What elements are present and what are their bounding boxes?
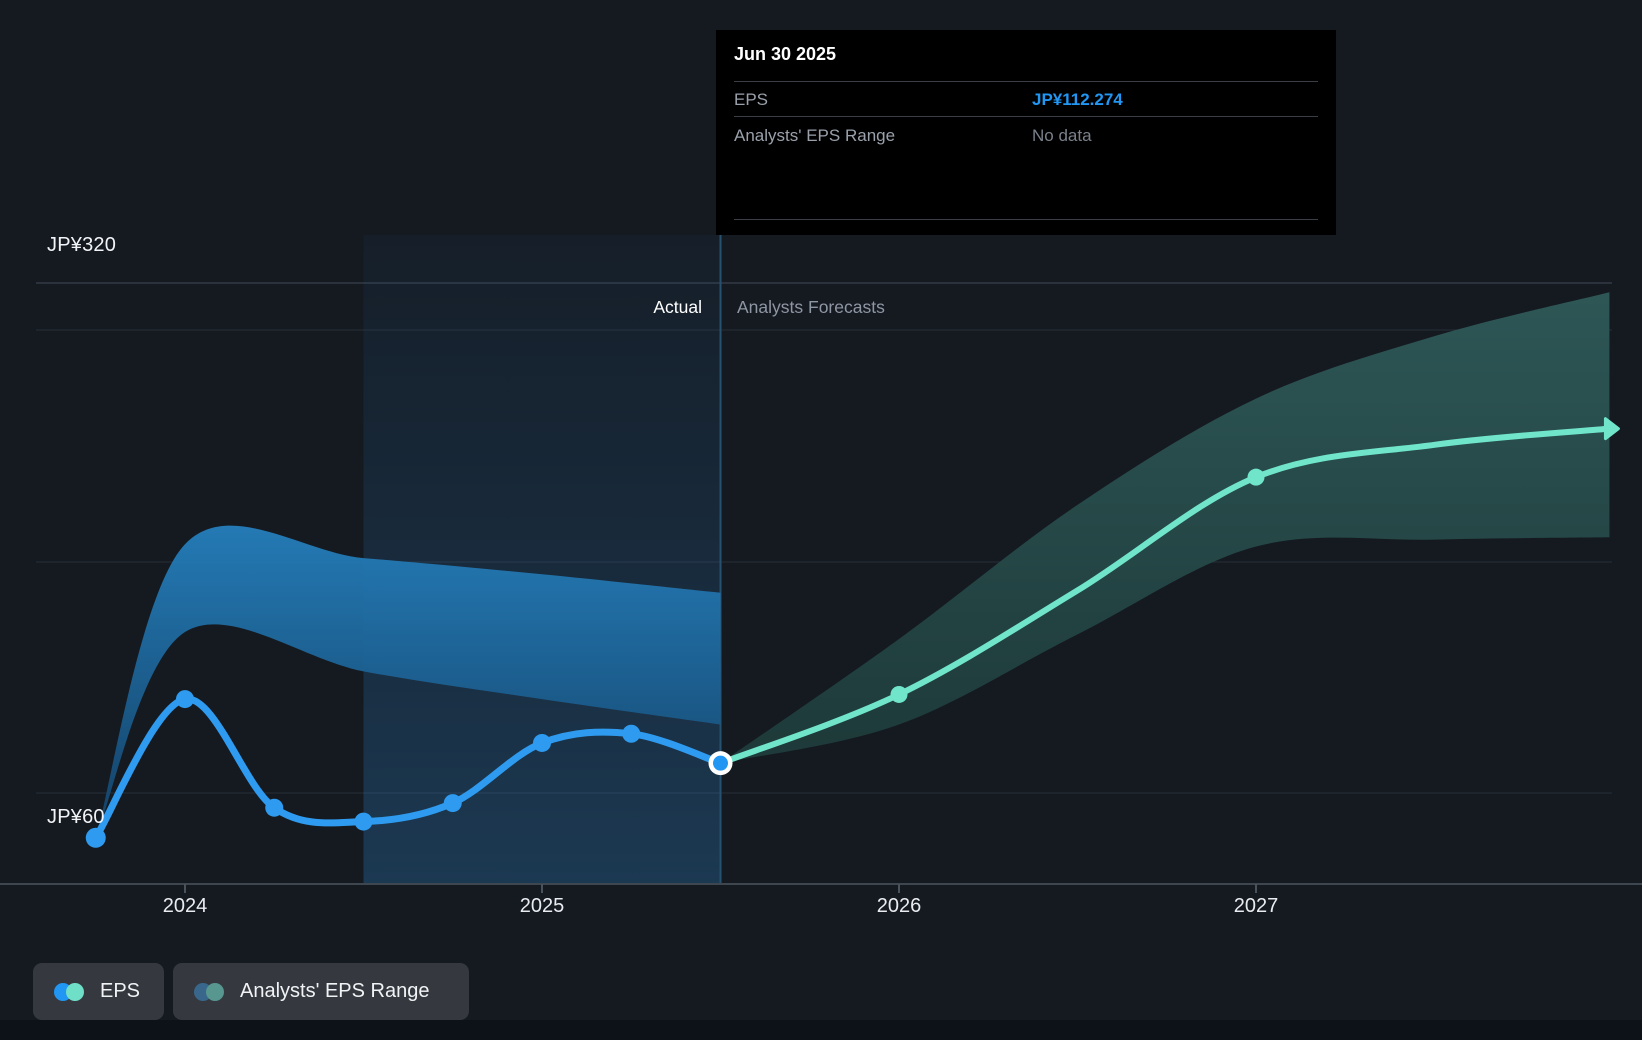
- tooltip-range-label: Analysts' EPS Range: [734, 126, 896, 145]
- past-year-highlight-band: [363, 235, 721, 884]
- eps-forecast-point[interactable]: [1247, 468, 1265, 486]
- eps-actual-point[interactable]: [85, 827, 106, 848]
- tooltip-divider: [734, 116, 1318, 117]
- tooltip-divider: [734, 81, 1318, 82]
- tooltip-row-eps: EPS JP¥112.274: [734, 87, 1318, 113]
- tooltip-divider: [734, 219, 1318, 220]
- tooltip-eps-label: EPS: [734, 90, 769, 109]
- selected-point[interactable]: [713, 755, 728, 771]
- footer-bar: [0, 1020, 1642, 1040]
- eps-actual-point[interactable]: [176, 690, 194, 709]
- eps-actual-point[interactable]: [622, 724, 641, 743]
- x-axis-label-2025: 2025: [519, 895, 565, 917]
- tooltip-eps-value: JP¥112.274: [1032, 90, 1123, 109]
- legend-range-label: Analysts' EPS Range: [240, 980, 430, 1002]
- eps-actual-point[interactable]: [533, 733, 551, 752]
- x-axis-label-2024: 2024: [162, 895, 208, 917]
- eps-forecast-dot-icon: [66, 982, 84, 1001]
- y-axis-label-bottom: JP¥60: [47, 806, 105, 828]
- chart-tooltip: Jun 30 2025 EPS JP¥112.274 Analysts' EPS…: [716, 30, 1336, 235]
- eps-legend-icon: [54, 982, 84, 1001]
- x-axis-label-2027: 2027: [1233, 895, 1279, 917]
- x-axis-label-2026: 2026: [876, 895, 922, 917]
- tooltip-row-eps-range: Analysts' EPS Range No data: [734, 123, 1318, 149]
- eps-actual-point[interactable]: [265, 798, 284, 817]
- range-forecast-dot-icon: [206, 982, 224, 1001]
- forecasts-section-label: Analysts Forecasts: [737, 297, 885, 317]
- y-axis-label-top: JP¥320: [47, 234, 117, 256]
- eps-actual-point[interactable]: [354, 812, 373, 831]
- eps-range-legend-icon: [194, 982, 224, 1001]
- legend-toggle-eps[interactable]: EPS: [33, 963, 164, 1020]
- legend-eps-label: EPS: [100, 980, 141, 1002]
- legend-toggle-eps-range[interactable]: Analysts' EPS Range: [173, 963, 469, 1020]
- tooltip-range-value: No data: [1032, 126, 1092, 145]
- forecast-arrow-icon: [1603, 417, 1620, 441]
- eps-forecast-point[interactable]: [890, 685, 908, 703]
- tooltip-date-title: Jun 30 2025: [734, 44, 837, 64]
- analysts-eps-range-actual-band: [95, 525, 721, 838]
- eps-actual-point[interactable]: [443, 794, 462, 813]
- actual-section-label: Actual: [653, 297, 702, 317]
- eps-forecast-line: [717, 425, 1613, 767]
- tooltip-content: Jun 30 2025 EPS JP¥112.274 Analysts' EPS…: [734, 30, 1318, 235]
